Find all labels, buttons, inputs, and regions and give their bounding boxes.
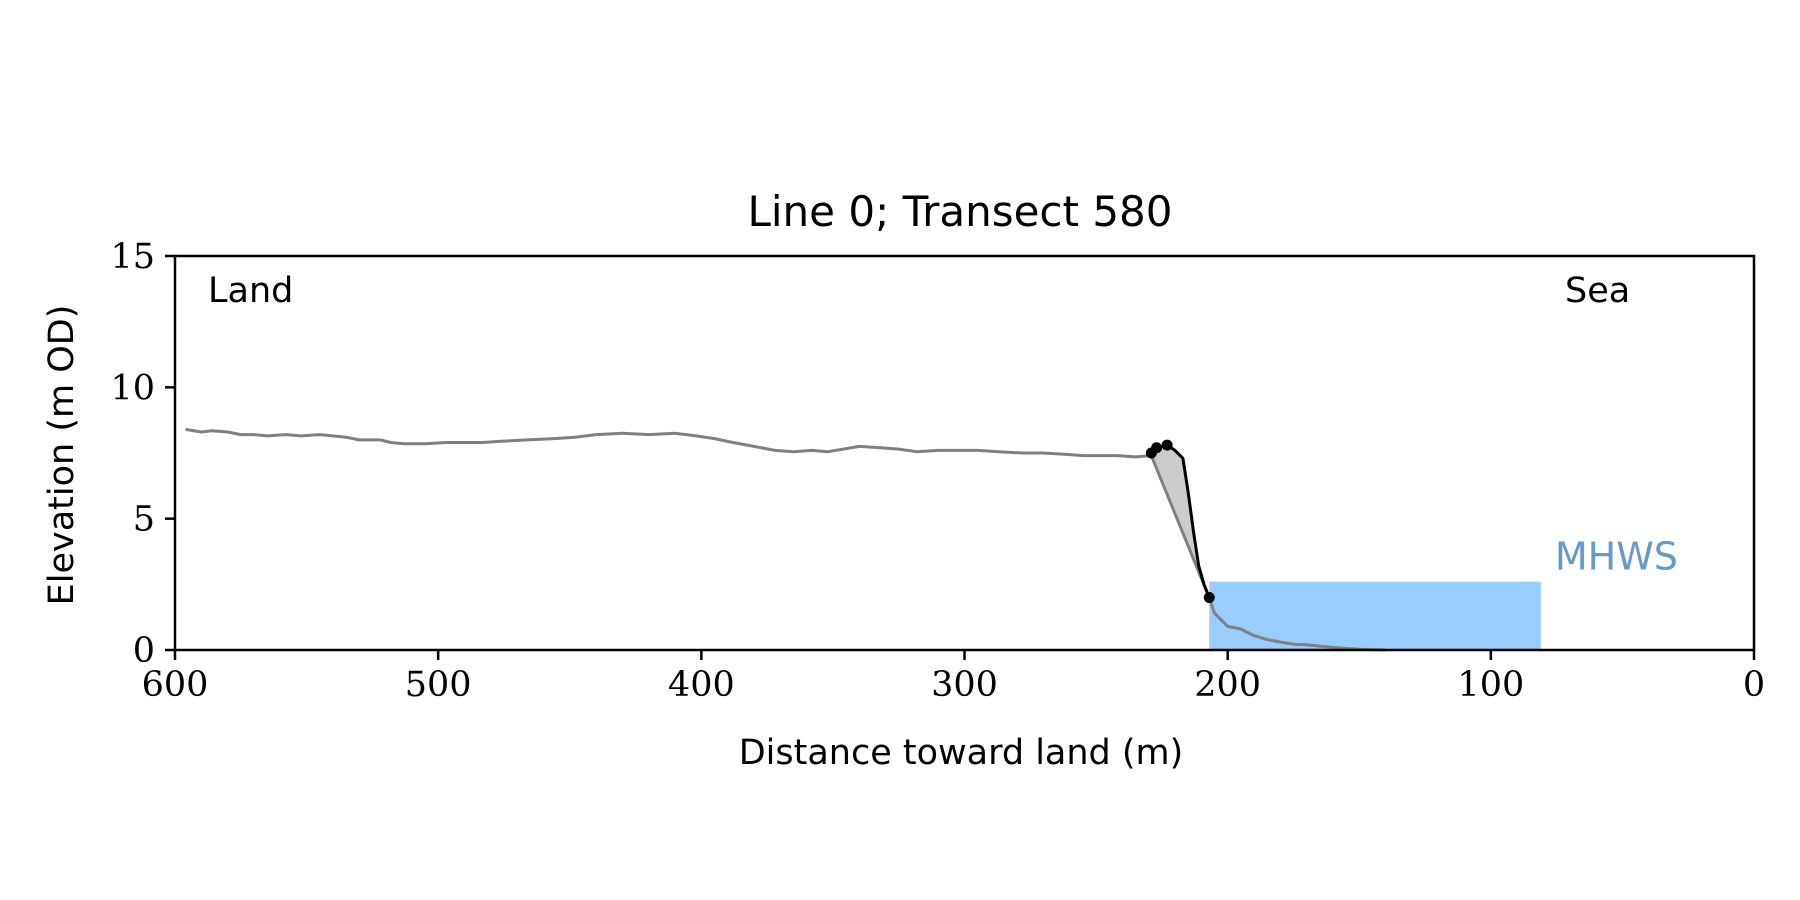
mhws-label: MHWS (1555, 535, 1678, 579)
cliff-top-marker-2 (1151, 442, 1163, 454)
x-tick-label: 100 (1457, 665, 1524, 705)
mhws-band (1209, 581, 1541, 650)
cliff-toe-marker (1203, 591, 1215, 603)
x-tick-label: 400 (668, 665, 735, 705)
chart-title: Line 0; Transect 580 (747, 187, 1172, 236)
y-tick-label: 5 (133, 500, 155, 540)
x-tick-label: 600 (142, 665, 209, 705)
y-tick-label: 0 (133, 631, 155, 671)
axes: 600 500 400 300 200 100 0 0 5 10 15 (110, 237, 1765, 705)
x-tick-label: 0 (1743, 665, 1765, 705)
cliff-top-marker-3 (1161, 439, 1173, 451)
x-tick-label: 300 (931, 665, 998, 705)
sea-label: Sea (1565, 271, 1630, 311)
profile-line (185, 427, 1386, 652)
y-tick-label: 15 (110, 237, 155, 277)
land-label: Land (208, 271, 293, 311)
x-axis-label: Distance toward land (m) (739, 733, 1184, 773)
plot-area: MHWS (185, 427, 1678, 652)
x-tick-label: 200 (1194, 665, 1261, 705)
y-axis-label: Elevation (m OD) (42, 305, 82, 606)
x-tick-label: 500 (405, 665, 472, 705)
y-tick-label: 10 (110, 368, 155, 408)
